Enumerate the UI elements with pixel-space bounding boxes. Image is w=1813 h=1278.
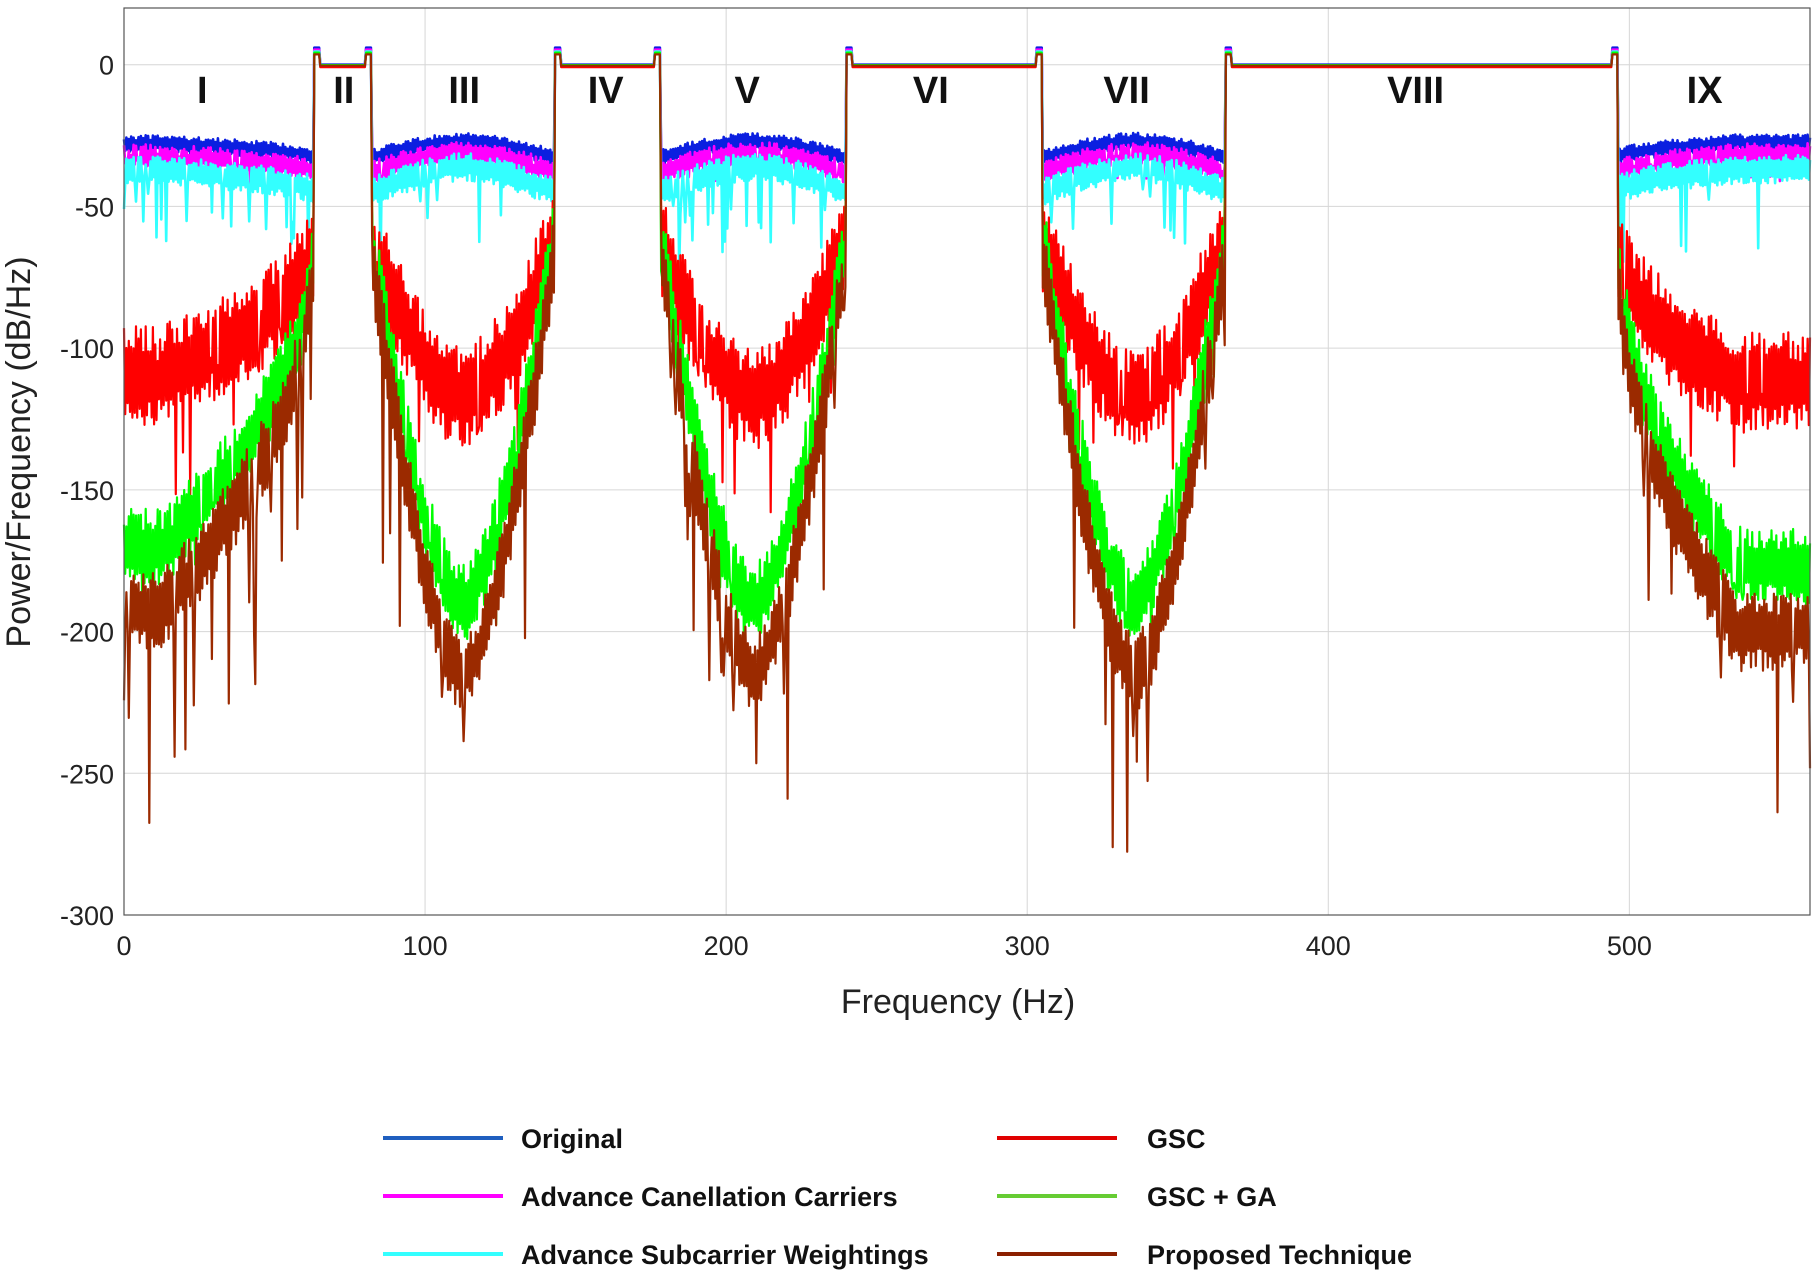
x-tick-label: 0 [116, 931, 131, 961]
region-label: I [197, 70, 208, 112]
y-axis-label: Power/Frequency (dB/Hz) [0, 256, 38, 647]
series-proposed-technique [122, 53, 1812, 853]
y-tick-label: -150 [60, 476, 114, 506]
legend-label: GSC + GA [1147, 1182, 1277, 1212]
plot-frame [123, 7, 1811, 916]
axis-ticks: 0 100 200 300 400 500 0 -50 -100 -150 -200 -250 -300 [60, 51, 1652, 961]
region-label: III [448, 70, 480, 112]
series-gsc [122, 52, 1812, 514]
region-label: VIII [1387, 70, 1444, 112]
region-label: V [735, 70, 761, 112]
y-tick-label: -250 [60, 759, 114, 789]
region-label: VII [1103, 70, 1149, 112]
x-tick-label: 500 [1607, 931, 1652, 961]
y-tick-label: -300 [60, 901, 114, 931]
series-layer [122, 46, 1812, 853]
region-label: VI [913, 70, 949, 112]
region-labels: I II III IV V VI VII VIII IX [197, 70, 1723, 112]
y-tick-label: -100 [60, 334, 114, 364]
legend: Original Advance Canellation Carriers Adva… [383, 1124, 1412, 1270]
region-label: IX [1687, 70, 1724, 112]
x-tick-label: 300 [1005, 931, 1050, 961]
series-line [122, 53, 1812, 853]
legend-label: GSC [1147, 1124, 1206, 1154]
x-tick-label: 400 [1306, 931, 1351, 961]
region-label: IV [588, 70, 625, 112]
series-line [122, 52, 1812, 514]
y-tick-label: -50 [75, 192, 114, 222]
y-tick-label: 0 [99, 51, 114, 81]
legend-label: Advance Subcarrier Weightings [521, 1240, 929, 1270]
x-tick-label: 100 [403, 931, 448, 961]
x-axis-label: Frequency (Hz) [841, 983, 1075, 1021]
y-tick-label: -200 [60, 618, 114, 648]
x-tick-label: 200 [704, 931, 749, 961]
legend-label: Original [521, 1124, 623, 1154]
region-label: II [333, 70, 354, 112]
legend-label: Advance Canellation Carriers [521, 1182, 898, 1212]
legend-label: Proposed Technique [1147, 1240, 1412, 1270]
